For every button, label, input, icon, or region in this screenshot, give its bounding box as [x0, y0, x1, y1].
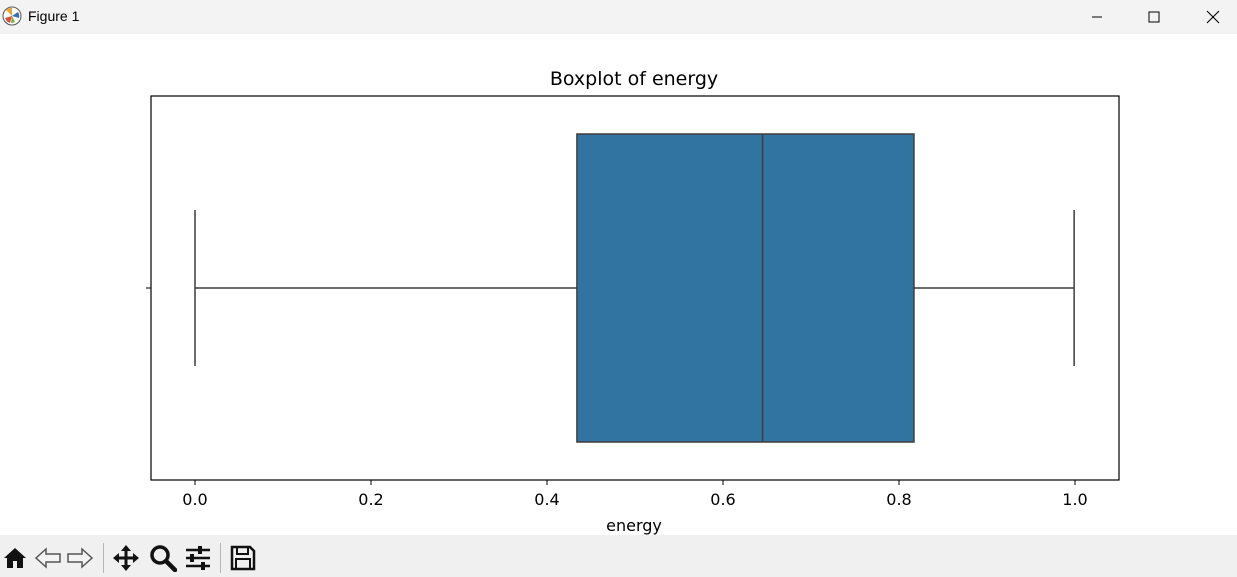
- window-title: Figure 1: [28, 8, 80, 24]
- x-tick-label: 0.2: [358, 490, 383, 509]
- home-button[interactable]: [0, 543, 30, 573]
- maximize-icon: [1148, 11, 1160, 23]
- minimize-icon: [1092, 16, 1102, 18]
- matplotlib-logo-icon: [2, 6, 22, 26]
- back-icon: [34, 547, 61, 569]
- x-axis-label: energy: [606, 516, 662, 535]
- pan-button[interactable]: [111, 543, 141, 573]
- title-bar: Figure 1: [0, 0, 1237, 34]
- chart-title: Boxplot of energy: [550, 68, 718, 90]
- configure-subplots-icon: [186, 546, 210, 570]
- maximize-button[interactable]: [1131, 0, 1177, 34]
- navigation-toolbar: [0, 535, 1237, 577]
- zoom-button[interactable]: [148, 543, 178, 573]
- iqr-box: [576, 133, 915, 443]
- figure-canvas[interactable]: Boxplot of energy energy 0.0 0.2 0.4 0.6 0.8…: [0, 34, 1237, 535]
- close-icon: [1206, 10, 1220, 24]
- x-tick-label: 0.6: [710, 490, 735, 509]
- x-tick-label: 1.0: [1062, 490, 1087, 509]
- forward-button[interactable]: [65, 543, 95, 573]
- x-tick-label: 0.0: [182, 490, 207, 509]
- toolbar-separator: [103, 543, 104, 573]
- save-icon: [230, 545, 256, 571]
- boxplot-chart: Boxplot of energy energy 0.0 0.2 0.4 0.6 0.8…: [146, 68, 1120, 535]
- toolbar-separator: [220, 543, 221, 573]
- x-tick-label: 0.8: [886, 490, 911, 509]
- home-icon: [4, 548, 26, 568]
- zoom-icon: [150, 545, 177, 572]
- save-button[interactable]: [228, 543, 258, 573]
- close-button[interactable]: [1190, 0, 1236, 34]
- pan-icon: [113, 545, 139, 571]
- x-tick-label: 0.4: [534, 490, 559, 509]
- back-button[interactable]: [33, 543, 63, 573]
- configure-subplots-button[interactable]: [183, 543, 213, 573]
- forward-icon: [67, 547, 94, 569]
- minimize-button[interactable]: [1074, 0, 1120, 34]
